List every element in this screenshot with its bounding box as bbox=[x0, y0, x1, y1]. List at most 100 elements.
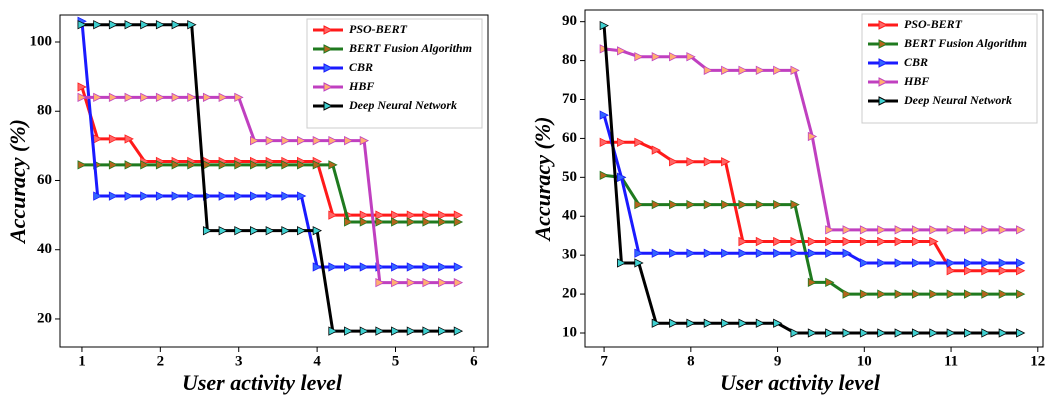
point-marker bbox=[422, 326, 432, 336]
point-marker bbox=[187, 92, 197, 103]
point-marker bbox=[669, 318, 679, 328]
x-axis-title: User activity level bbox=[720, 370, 881, 395]
point-marker bbox=[359, 210, 370, 220]
y-tick-label: 70 bbox=[562, 91, 577, 107]
point-marker bbox=[202, 92, 213, 103]
point-marker bbox=[140, 191, 150, 201]
point-marker bbox=[344, 217, 354, 227]
point-marker bbox=[842, 328, 852, 338]
point-marker bbox=[825, 225, 835, 235]
point-marker bbox=[894, 225, 904, 235]
point-marker bbox=[859, 328, 870, 338]
point-marker bbox=[721, 199, 731, 210]
x-tick-label: 10 bbox=[857, 353, 872, 369]
point-marker bbox=[877, 236, 887, 247]
point-marker bbox=[344, 326, 354, 336]
point-marker bbox=[422, 217, 432, 227]
point-marker bbox=[202, 226, 213, 236]
legend-label: Deep Neural Network bbox=[348, 98, 457, 112]
point-marker bbox=[686, 157, 696, 167]
legend-box bbox=[306, 18, 483, 129]
point-marker bbox=[77, 82, 87, 92]
point-marker bbox=[651, 318, 662, 328]
point-marker bbox=[703, 318, 714, 328]
point-marker bbox=[825, 328, 835, 338]
point-marker bbox=[894, 236, 904, 247]
y-tick-label: 40 bbox=[562, 208, 577, 224]
point-marker bbox=[651, 199, 662, 210]
point-marker bbox=[634, 248, 644, 258]
point-marker bbox=[929, 225, 939, 235]
point-marker bbox=[651, 248, 662, 258]
point-marker bbox=[825, 277, 835, 288]
point-marker bbox=[422, 262, 432, 272]
point-marker bbox=[946, 258, 956, 268]
point-marker bbox=[859, 258, 870, 268]
point-marker bbox=[265, 160, 275, 170]
point-marker bbox=[328, 210, 338, 220]
point-marker bbox=[155, 191, 166, 201]
point-marker bbox=[312, 160, 323, 170]
point-marker bbox=[738, 248, 748, 258]
point-marker bbox=[359, 136, 370, 146]
y-tick-label: 10 bbox=[562, 324, 577, 340]
point-marker bbox=[406, 217, 417, 227]
point-marker bbox=[108, 20, 119, 30]
point-marker bbox=[617, 172, 627, 182]
legend-marker bbox=[878, 96, 889, 106]
point-marker bbox=[108, 92, 119, 103]
point-marker bbox=[359, 217, 370, 227]
point-marker bbox=[964, 266, 974, 276]
legend-marker bbox=[323, 25, 334, 35]
point-marker bbox=[1016, 225, 1026, 235]
point-marker bbox=[738, 318, 748, 328]
point-marker bbox=[281, 160, 291, 170]
point-marker bbox=[140, 92, 150, 103]
point-marker bbox=[842, 248, 852, 258]
point-marker bbox=[981, 225, 991, 235]
point-marker bbox=[406, 277, 417, 288]
point-marker bbox=[877, 328, 887, 338]
point-marker bbox=[171, 92, 181, 103]
point-marker bbox=[234, 92, 244, 103]
point-marker bbox=[171, 191, 181, 201]
point-marker bbox=[807, 236, 818, 247]
point-marker bbox=[1016, 258, 1026, 268]
point-marker bbox=[77, 160, 87, 170]
point-marker bbox=[108, 191, 119, 201]
legend-marker bbox=[878, 39, 889, 49]
point-marker bbox=[755, 318, 766, 328]
point-marker bbox=[453, 262, 464, 272]
point-marker bbox=[297, 191, 307, 201]
point-marker bbox=[281, 226, 291, 236]
point-marker bbox=[391, 326, 401, 336]
y-axis-title: Accuracy (%) bbox=[5, 119, 30, 245]
point-marker bbox=[981, 266, 991, 276]
point-marker bbox=[265, 191, 275, 201]
point-marker bbox=[773, 199, 783, 210]
point-marker bbox=[929, 328, 939, 338]
point-marker bbox=[807, 248, 818, 258]
point-marker bbox=[140, 160, 150, 170]
point-marker bbox=[669, 248, 679, 258]
y-tick-label: 50 bbox=[562, 169, 577, 185]
point-marker bbox=[825, 248, 835, 258]
y-tick-label: 80 bbox=[37, 103, 52, 119]
point-marker bbox=[438, 277, 448, 288]
point-marker bbox=[438, 262, 448, 272]
point-marker bbox=[807, 328, 818, 338]
point-marker bbox=[894, 258, 904, 268]
point-marker bbox=[721, 318, 731, 328]
point-marker bbox=[328, 262, 338, 272]
point-marker bbox=[124, 134, 134, 144]
x-tick-label: 2 bbox=[157, 353, 165, 369]
point-marker bbox=[599, 20, 609, 31]
point-marker bbox=[964, 258, 974, 268]
point-marker bbox=[790, 328, 800, 338]
point-marker bbox=[140, 20, 150, 30]
point-marker bbox=[773, 318, 783, 328]
point-marker bbox=[877, 225, 887, 235]
point-marker bbox=[981, 289, 991, 299]
legend-label: PSO-BERT bbox=[904, 17, 963, 31]
